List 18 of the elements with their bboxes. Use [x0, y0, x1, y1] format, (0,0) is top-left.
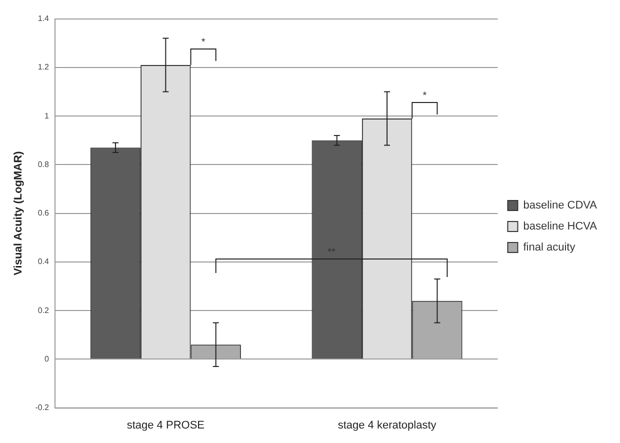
- legend-label: baseline HCVA: [523, 220, 598, 233]
- y-tick-label: -0.2: [35, 403, 50, 412]
- y-tick-label: 0.8: [38, 160, 50, 169]
- legend-label: baseline CDVA: [523, 200, 598, 212]
- y-tick-label: 1: [44, 111, 50, 120]
- y-tick-label: 0.6: [38, 208, 50, 218]
- y-tick-label: 0: [44, 354, 50, 364]
- annotation: **: [328, 246, 336, 258]
- y-tick-label: 1.2: [38, 62, 50, 72]
- annotation: *: [201, 36, 206, 48]
- y-axis-title: Visual Acuity (LogMAR): [12, 150, 25, 276]
- y-tick-label: 0.4: [38, 257, 50, 266]
- annotation: *: [422, 90, 427, 102]
- y-tick-label: 0.2: [38, 306, 50, 315]
- x-tick-label: stage 4 keratoplasty: [338, 419, 437, 432]
- x-tick-label: stage 4 PROSE: [126, 419, 204, 432]
- y-tick-label: 1.4: [38, 14, 50, 24]
- legend-label: final acuity: [523, 242, 576, 254]
